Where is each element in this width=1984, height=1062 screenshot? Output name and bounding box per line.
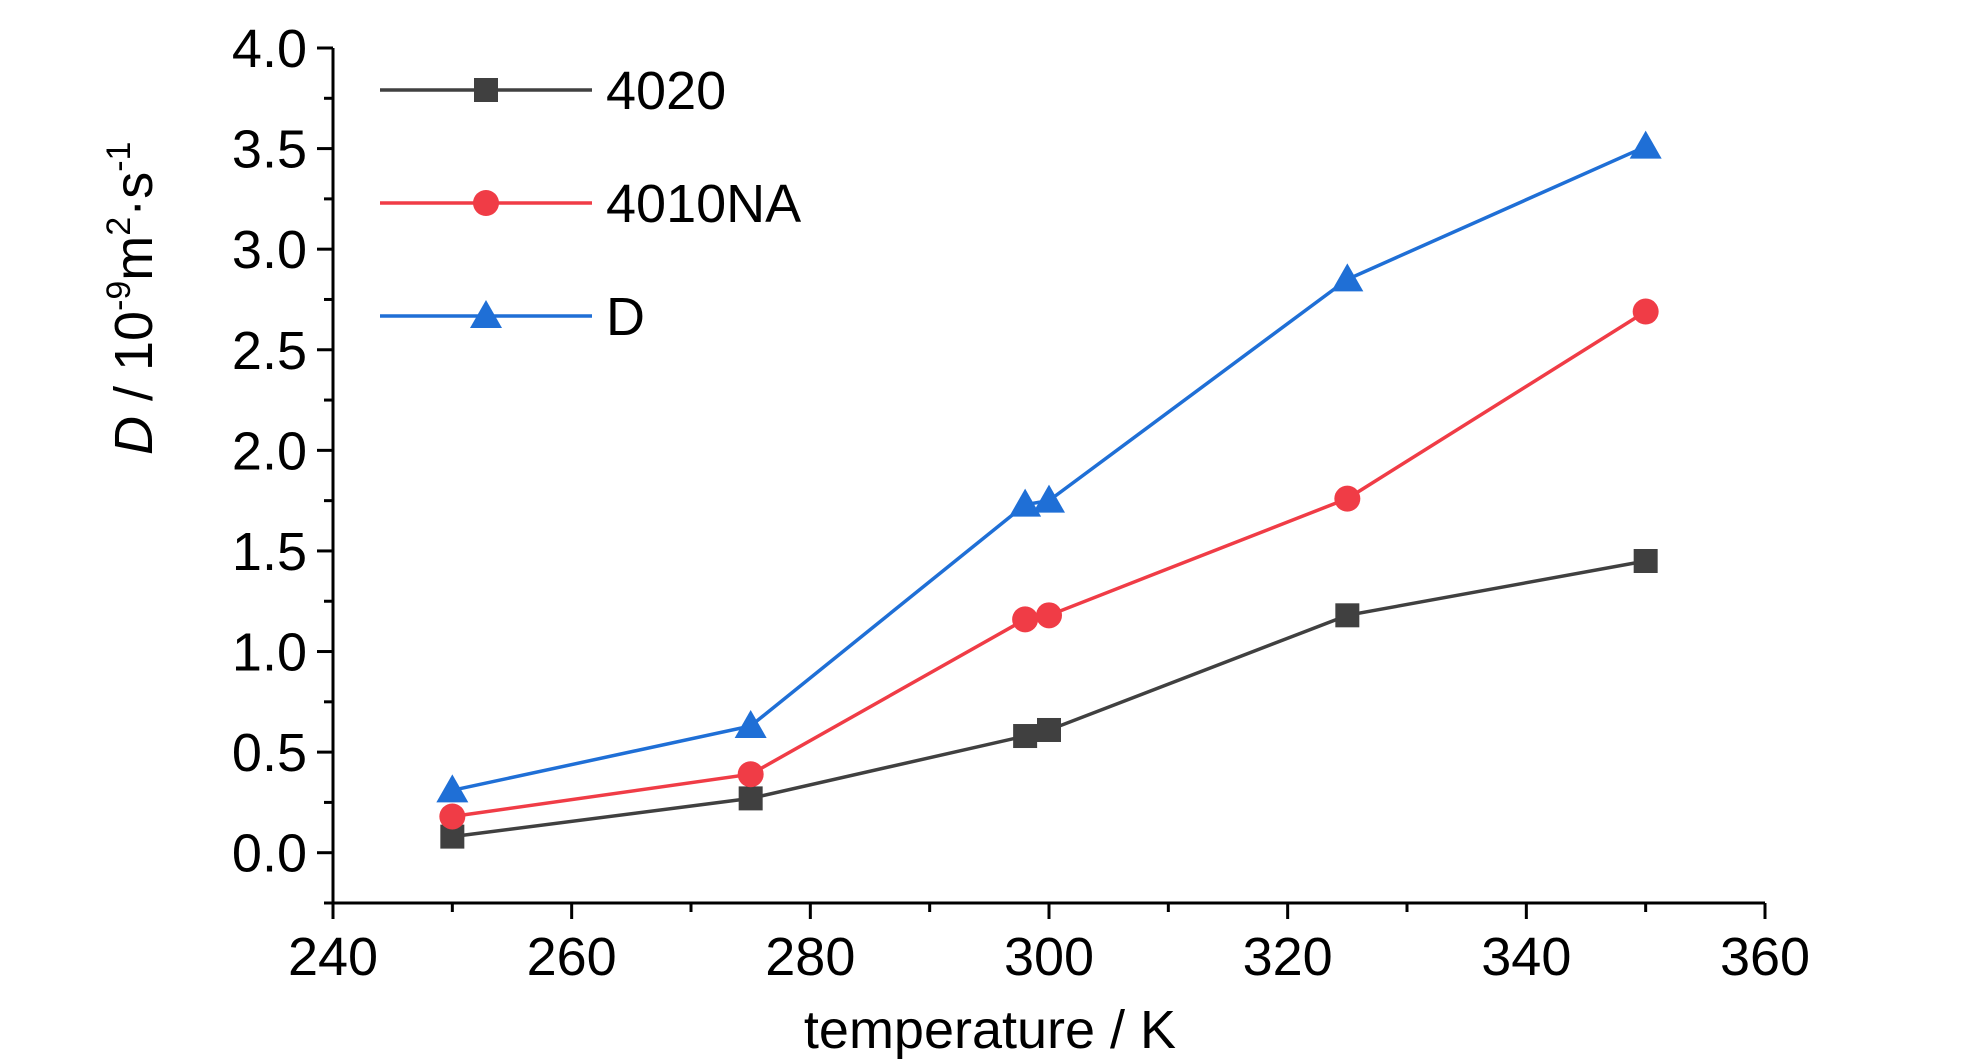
y-axis-title-sup1: -9 (100, 281, 138, 311)
legend-item: D (380, 287, 645, 347)
series-4010NA (439, 298, 1659, 830)
y-axis-title: D / 10-9m2·s-1 (100, 142, 164, 455)
data-point (1335, 603, 1360, 628)
y-axis-title-sup2: 2 (100, 217, 138, 236)
axes (331, 48, 1765, 905)
data-point (734, 709, 767, 738)
series-4020 (440, 549, 1658, 849)
x-tick-label: 360 (1720, 927, 1810, 987)
y-tick-label: 1.0 (232, 623, 307, 683)
data-point (738, 786, 763, 811)
x-tick-label: 280 (765, 927, 855, 987)
legend-label: 4020 (606, 61, 726, 121)
legend-marker (470, 300, 502, 328)
data-point (1012, 606, 1039, 633)
data-point (1033, 484, 1065, 513)
series-line (451, 144, 1647, 793)
legend: 4020 4010NA D (380, 61, 801, 347)
x-tick-label: 300 (1004, 927, 1094, 987)
y-tick-label: 3.0 (232, 220, 307, 280)
y-tick-label: 2.5 (232, 321, 307, 381)
x-tick-label: 240 (288, 927, 378, 987)
legend-label: D (606, 287, 645, 347)
series-layer (436, 130, 1662, 849)
legend-item: 4020 (380, 61, 726, 121)
series-D (436, 130, 1662, 803)
y-axis-title-symbol: D (104, 416, 164, 455)
data-point (1036, 602, 1062, 629)
data-point (1632, 298, 1659, 325)
y-tick-label: 4.0 (232, 19, 307, 79)
x-axis-title: temperature / K (804, 1000, 1176, 1060)
y-axis-ticks: 0.0 0.5 1.0 1.5 2.0 2.5 3.0 3.5 4.0 (232, 19, 333, 905)
y-axis-title-text: / 10 (104, 311, 164, 416)
data-point (1331, 263, 1364, 292)
x-tick-label: 320 (1243, 927, 1333, 987)
legend-label: 4010NA (606, 174, 801, 234)
data-point (1013, 724, 1038, 749)
legend-marker (474, 78, 498, 102)
data-point (436, 774, 469, 803)
y-tick-label: 3.5 (232, 120, 307, 180)
y-tick-label: 1.5 (232, 522, 307, 582)
y-axis-title-unit-s: ·s (104, 172, 164, 217)
data-point (1629, 130, 1662, 159)
data-point (439, 803, 466, 830)
data-point (1334, 485, 1361, 512)
data-point (737, 761, 764, 788)
y-tick-label: 0.0 (232, 824, 307, 884)
y-axis-title-sup3: -1 (100, 142, 138, 172)
x-tick-label: 260 (527, 927, 617, 987)
legend-marker (473, 190, 499, 216)
y-axis-title-unit-m: m (104, 236, 164, 281)
data-point (1633, 549, 1658, 573)
y-tick-label: 0.5 (232, 723, 307, 783)
data-point (1009, 488, 1042, 517)
legend-item: 4010NA (380, 174, 801, 234)
y-tick-label: 2.0 (232, 421, 307, 481)
data-point (1037, 717, 1061, 742)
x-tick-label: 340 (1481, 927, 1571, 987)
x-axis-ticks: 240 260 280 300 320 340 360 (288, 903, 1810, 987)
